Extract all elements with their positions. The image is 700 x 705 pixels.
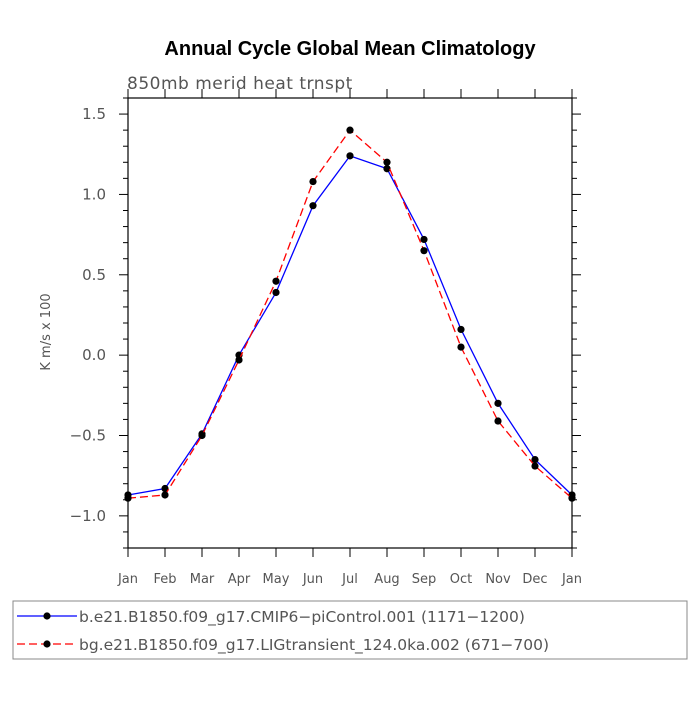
series-1-point (531, 456, 539, 464)
series-2-point (235, 356, 243, 364)
series-1-point (494, 399, 502, 407)
legend-marker-2 (43, 640, 51, 648)
series-1-point (457, 325, 465, 334)
x-tick-label: Jan (561, 572, 582, 587)
y-tick-label: 0.5 (82, 266, 106, 284)
series-2-point (346, 126, 354, 134)
legend-marker-1 (43, 612, 51, 620)
legend-label-2: bg.e21.B1850.f09_g17.LIGtransient_124.0k… (79, 636, 549, 655)
x-tick-label: Aug (374, 572, 399, 587)
chart-subtitle: 850mb merid heat trnspt (127, 74, 353, 94)
x-tick-label: Sep (412, 572, 437, 587)
y-tick-label: −1.0 (70, 507, 106, 525)
x-tick-label: Jul (341, 572, 358, 587)
legend: b.e21.B1850.f09_g17.CMIP6−piControl.001 … (12, 600, 688, 660)
series-2-point (198, 431, 206, 440)
x-tick-label: May (263, 572, 290, 587)
series-1-point (383, 165, 391, 173)
series-1-point (346, 152, 354, 160)
x-tick-label: Feb (153, 572, 176, 587)
series-2-point (383, 158, 391, 166)
series-2-point (494, 417, 502, 425)
chart-title: Annual Cycle Global Mean Climatology (164, 38, 536, 60)
series-2-point (124, 494, 132, 502)
y-axis-label: K m/s x 100 (39, 293, 54, 370)
y-tick-label: 1.0 (82, 185, 106, 203)
series-1-point (420, 235, 428, 244)
series-2-point (420, 247, 428, 255)
series-2-point (161, 491, 169, 499)
y-tick-label: 1.5 (82, 105, 106, 123)
x-tick-label: Nov (485, 572, 511, 587)
series-2-point (309, 177, 317, 186)
x-tick-label: Oct (450, 572, 472, 587)
series-1-point (161, 484, 169, 493)
series-2-point (568, 494, 576, 502)
x-tick-label: Mar (190, 572, 215, 587)
series-2-point (531, 462, 539, 470)
y-tick-label: 0.0 (82, 346, 106, 364)
series-2-point (272, 277, 280, 285)
series-1-point (272, 288, 280, 297)
series-2-point (457, 343, 465, 351)
plot-area: −1.0 −0.5 0.0 0.5 1.0 1.5 Jan Feb Mar Apr May Jun Ju… (70, 89, 582, 587)
x-tick-label: Dec (522, 572, 547, 587)
x-tick-label: Jan (117, 572, 138, 587)
x-tick-label: Apr (228, 572, 251, 587)
series-1-point (309, 202, 317, 210)
y-tick-label: −0.5 (70, 427, 106, 445)
legend-box (12, 600, 688, 660)
x-tick-label: Jun (302, 572, 323, 587)
legend-label-1: b.e21.B1850.f09_g17.CMIP6−piControl.001 … (79, 608, 525, 627)
